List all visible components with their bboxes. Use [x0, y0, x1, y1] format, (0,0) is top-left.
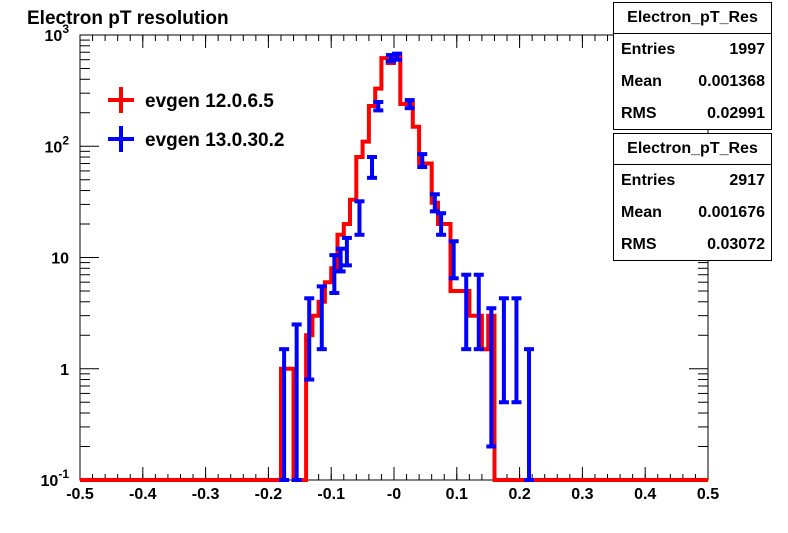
stats-row-rms: RMS 0.03072 [614, 229, 771, 261]
x-tick-label: -0.4 [129, 486, 157, 503]
error-bar-point [436, 211, 447, 237]
stats-row-mean: Mean 0.001676 [614, 197, 771, 229]
x-tick-label: -0.2 [255, 486, 283, 503]
stats-box-2: Electron_pT_Res Entries 2917 Mean 0.0016… [613, 133, 772, 261]
error-bar-point [367, 155, 378, 180]
error-bar-point [341, 235, 352, 268]
stats-box-title: Electron_pT_Res [614, 3, 771, 34]
stats-label: Entries [621, 172, 676, 189]
y-tick-label: 1 [60, 362, 69, 379]
stats-row-rms: RMS 0.02991 [614, 98, 771, 130]
y-tick-label: 102 [45, 133, 70, 156]
x-tick-label: 0.2 [508, 486, 530, 503]
error-bar-point [524, 347, 535, 482]
error-bar-point [316, 284, 327, 352]
stats-row-mean: Mean 0.001368 [614, 66, 771, 98]
series-evgen-12 [80, 55, 708, 482]
x-tick-label: 0.5 [697, 486, 719, 503]
y-tick-label: 10 [51, 251, 69, 268]
error-bar-point [448, 239, 459, 281]
legend-entry: evgen 12.0.6.5 [108, 87, 274, 113]
error-bar-point [304, 296, 315, 382]
error-bar-point [291, 322, 302, 482]
stats-label: RMS [621, 105, 657, 122]
error-bar-point [498, 296, 509, 405]
x-tick-label: 0.4 [634, 486, 656, 503]
stats-label: Mean [621, 73, 662, 90]
error-bar-point [335, 246, 346, 274]
error-bar-point [404, 98, 415, 111]
error-bar-point [417, 152, 428, 170]
error-bar-point [373, 99, 384, 113]
error-bar-point [279, 347, 290, 482]
stats-value: 0.02991 [707, 105, 765, 122]
error-bar-point [473, 272, 484, 352]
legend-label: evgen 13.0.30.2 [145, 130, 284, 151]
stats-value: 0.001368 [698, 73, 765, 90]
error-bar-point [392, 51, 403, 62]
error-bar-point [511, 296, 522, 405]
error-bar-point [354, 199, 365, 237]
x-tick-label: 0.1 [446, 486, 468, 503]
x-tick-label: -0.5 [66, 486, 94, 503]
stats-label: Mean [621, 204, 662, 221]
x-tick-label: 0.3 [571, 486, 593, 503]
y-tick-label: 10-1 [41, 467, 70, 490]
stats-value: 2917 [729, 172, 765, 189]
stats-box-1: Electron_pT_Res Entries 1997 Mean 0.0013… [613, 2, 772, 130]
stats-label: RMS [621, 236, 657, 253]
stats-row-entries: Entries 1997 [614, 34, 771, 66]
legend: evgen 12.0.6.5 evgen 13.0.30.2 [108, 87, 284, 152]
x-tick-label: -0.1 [317, 486, 345, 503]
series-evgen-13 [279, 51, 535, 482]
x-tick-label: -0.3 [192, 486, 220, 503]
x-tick-label: -0 [387, 486, 401, 503]
stats-row-entries: Entries 2917 [614, 165, 771, 197]
stats-label: Entries [621, 41, 676, 58]
error-bar-point [329, 253, 340, 295]
error-bar-point [486, 306, 497, 449]
legend-label: evgen 12.0.6.5 [145, 91, 274, 112]
legend-entry: evgen 13.0.30.2 [108, 126, 284, 152]
axes-group: -0.5 -0.4 -0.3 -0.2 -0.1 -0 0.1 0.2 0.3 0.4 0.5 10-… [41, 22, 720, 503]
stats-box-title: Electron_pT_Res [614, 134, 771, 165]
stats-value: 1997 [729, 41, 765, 58]
histogram-step-line [80, 55, 708, 482]
y-tick-label: 103 [45, 22, 70, 45]
stats-value: 0.001676 [698, 204, 765, 221]
stats-value: 0.03072 [707, 236, 765, 253]
chart-title: Electron pT resolution [27, 8, 229, 29]
error-bar-point [461, 272, 472, 352]
